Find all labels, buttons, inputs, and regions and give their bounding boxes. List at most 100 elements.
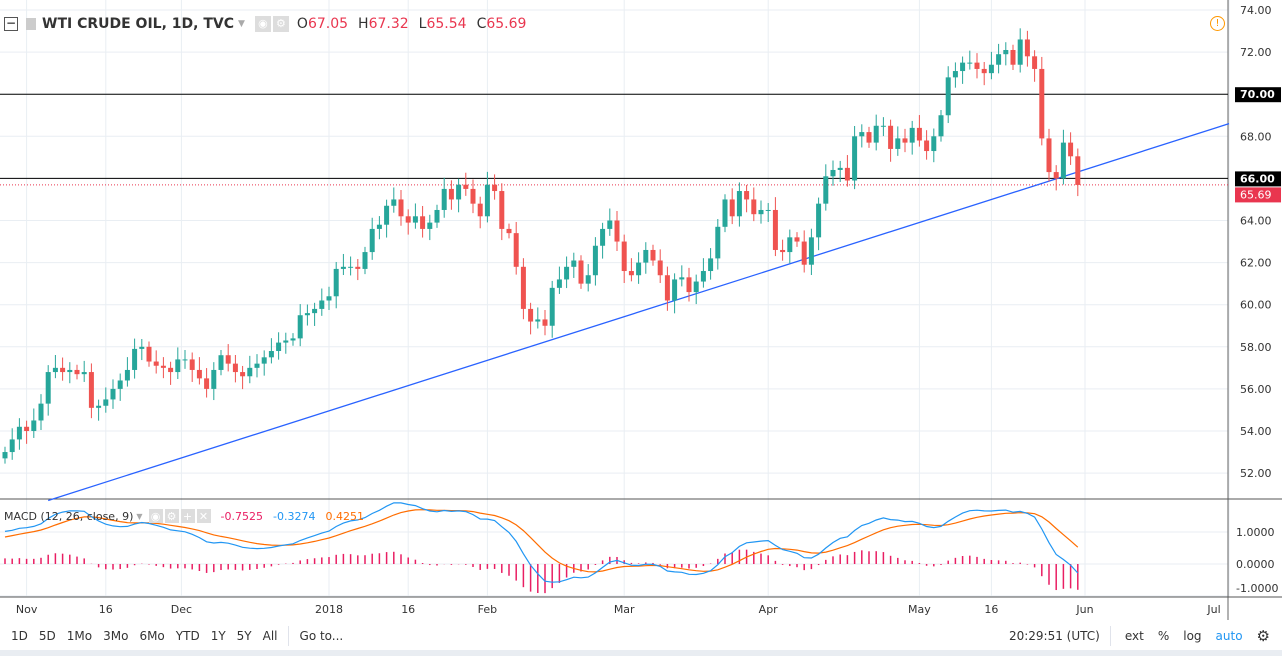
close-icon[interactable]: ✕ (196, 509, 211, 523)
range-1y[interactable]: 1Y (210, 629, 226, 643)
alert-icon[interactable]: ! (1210, 16, 1225, 31)
log-toggle[interactable]: log (1183, 629, 1202, 643)
macd-label[interactable]: MACD (12, 26, close, 9) (4, 509, 134, 523)
candle (182, 359, 188, 361)
last-price-label: 65.69 (1240, 188, 1272, 201)
candle (837, 167, 843, 170)
candle (232, 363, 238, 373)
goto-button[interactable]: Go to... (299, 629, 344, 643)
range-6mo[interactable]: 6Mo (139, 629, 165, 643)
flag-icon[interactable] (26, 18, 36, 30)
divider (287, 626, 289, 646)
candle (160, 365, 166, 368)
trendline (48, 123, 1230, 502)
range-1d[interactable]: 1D (11, 629, 28, 643)
candle (549, 287, 555, 326)
candle (398, 199, 404, 217)
time-tick: Nov (16, 603, 38, 616)
candle (744, 191, 750, 200)
range-1mo[interactable]: 1Mo (66, 629, 93, 643)
candle (204, 378, 210, 389)
candle (823, 176, 829, 204)
candle (1032, 56, 1038, 69)
candle (780, 249, 786, 253)
candle (621, 241, 627, 272)
candle (441, 188, 447, 210)
candle (88, 372, 94, 408)
macd-tick: -1.0000 (1236, 582, 1278, 595)
macd-signal-value: 0.4251 (325, 509, 364, 523)
range-5d[interactable]: 5D (38, 629, 56, 643)
candle (196, 369, 202, 379)
candle (794, 237, 800, 242)
eye-icon[interactable]: ◉ (254, 16, 271, 32)
candle (31, 420, 37, 431)
candle (189, 359, 195, 370)
candle (700, 271, 706, 282)
candle (391, 199, 397, 206)
candle (1060, 142, 1066, 179)
symbol-title[interactable]: WTI CRUDE OIL, 1D, TVC (42, 16, 234, 32)
candle (859, 132, 865, 137)
gear-icon[interactable]: ⚙ (164, 509, 179, 523)
gear-icon[interactable]: ⚙ (272, 16, 289, 32)
candle (672, 279, 678, 301)
price-tick: 68.00 (1240, 130, 1272, 143)
candle (448, 188, 454, 200)
price-tick: 74.00 (1240, 4, 1272, 17)
range-3mo[interactable]: 3Mo (103, 629, 129, 643)
high-value: 67.32 (368, 16, 409, 32)
candle (981, 68, 987, 74)
range-5y[interactable]: 5Y (236, 629, 252, 643)
chevron-down-icon[interactable]: ▼ (238, 19, 245, 29)
candle (765, 209, 771, 211)
time-tick: Mar (614, 603, 635, 616)
low-value: 65.54 (426, 16, 467, 32)
candle (333, 268, 339, 297)
open-label: O (296, 16, 308, 32)
candle (1039, 68, 1045, 139)
candle (463, 184, 469, 189)
eye-icon[interactable]: ◉ (148, 509, 163, 523)
candle (405, 216, 411, 223)
settings-icon[interactable]: ⚙ (1256, 627, 1270, 645)
collapse-icon[interactable]: − (4, 16, 18, 31)
time-tick: May (908, 603, 931, 616)
candle (722, 199, 728, 227)
candle (132, 348, 138, 370)
candle (297, 315, 303, 339)
candle (312, 308, 318, 314)
candle (175, 359, 181, 373)
macd-signal-line (4, 509, 1079, 573)
candle (909, 127, 915, 143)
candle (866, 132, 872, 143)
candle (650, 249, 656, 261)
candle (52, 367, 58, 373)
candle (348, 266, 354, 268)
candle (484, 184, 490, 217)
ext-toggle[interactable]: ext (1124, 629, 1144, 643)
candle (456, 184, 462, 200)
price-tick: 64.00 (1240, 215, 1272, 228)
candle (758, 209, 764, 215)
candle (247, 367, 253, 377)
candle (657, 260, 663, 276)
candle (225, 355, 231, 364)
price-label-box (1235, 171, 1281, 187)
candle (1017, 39, 1023, 65)
plus-icon[interactable]: + (180, 509, 195, 523)
candle (787, 237, 793, 253)
auto-toggle[interactable]: auto (1215, 629, 1243, 643)
candle (873, 125, 879, 143)
candle (319, 300, 325, 309)
chevron-down-icon[interactable]: ▼ (136, 511, 143, 521)
candle (1068, 142, 1074, 157)
candle (916, 127, 922, 141)
candle (506, 228, 512, 234)
range-ytd[interactable]: YTD (175, 629, 200, 643)
range-all[interactable]: All (262, 629, 278, 643)
macd-legend: MACD (12, 26, close, 9) ▼ ◉ ⚙ + ✕ -0.752… (4, 509, 364, 523)
percent-toggle[interactable]: % (1157, 629, 1170, 643)
candle (960, 62, 966, 72)
